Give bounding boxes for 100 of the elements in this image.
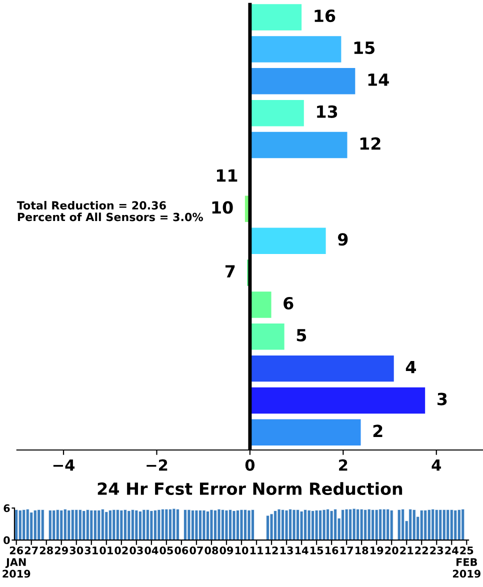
bar — [202, 510, 206, 540]
bar — [30, 512, 34, 540]
bar — [104, 512, 108, 540]
y-tick-label: 11 — [216, 169, 238, 182]
x-tick-label: 01 — [100, 546, 113, 554]
bar — [232, 510, 236, 540]
x-tick-label: −4 — [53, 459, 75, 471]
bar — [82, 510, 86, 540]
bar — [224, 510, 228, 540]
bar — [288, 508, 292, 540]
bar — [214, 510, 217, 540]
y-tick-label: 6 — [4, 504, 10, 512]
x-tick-label: 0 — [245, 459, 255, 471]
bar — [116, 509, 120, 540]
bar — [250, 292, 272, 318]
bar — [374, 509, 378, 540]
x-tick-label: 30 — [70, 546, 84, 554]
bar — [250, 4, 302, 30]
bar — [108, 510, 112, 540]
bar — [457, 509, 461, 540]
bar — [401, 508, 405, 540]
bar — [187, 509, 191, 540]
bar — [296, 509, 300, 540]
y-tick-label: 10 — [212, 201, 233, 214]
x-tick-label: 14 — [295, 546, 308, 554]
bar — [270, 514, 274, 540]
x-tick-label: 06 — [174, 546, 188, 554]
x-tick-label: 20 — [385, 546, 398, 554]
bar — [318, 510, 322, 540]
bar — [300, 511, 304, 540]
bar — [100, 508, 104, 540]
bar — [322, 509, 326, 540]
bar — [348, 508, 352, 540]
bar — [74, 509, 78, 540]
bar — [18, 510, 22, 540]
bar — [250, 419, 361, 446]
bar — [228, 509, 232, 540]
bar — [194, 510, 198, 540]
bar — [434, 509, 438, 540]
x-tick-label: 19 — [370, 546, 384, 554]
bar — [311, 510, 315, 540]
bar — [250, 324, 284, 350]
y-tick-label: 5 — [296, 329, 306, 342]
bar — [314, 510, 318, 540]
bar — [22, 509, 26, 540]
bar — [330, 510, 334, 540]
bar — [142, 509, 146, 540]
bar — [86, 509, 90, 540]
y-tick-label: 3 — [438, 392, 447, 406]
x-tick-label: 04 — [144, 546, 158, 554]
bar — [431, 508, 435, 540]
bar — [48, 510, 52, 540]
bar — [146, 509, 150, 540]
bar — [442, 509, 446, 540]
bar — [250, 355, 394, 382]
annotation: Percent of All Sensors = 3.0% — [18, 212, 203, 222]
annotation: Total Reduction = 20.36 — [16, 200, 166, 210]
bar — [120, 510, 124, 540]
bar — [382, 508, 386, 540]
bar — [250, 228, 326, 254]
bar — [198, 510, 202, 540]
x-tick-label: 29 — [54, 546, 68, 554]
x-tick-label: 21 — [400, 546, 414, 554]
bar — [250, 132, 348, 158]
bar — [250, 387, 426, 414]
bar — [412, 509, 416, 540]
y-tick-label: 9 — [338, 233, 348, 246]
bar — [364, 509, 368, 540]
bar — [420, 510, 424, 540]
bar — [352, 508, 356, 540]
bar — [90, 510, 94, 540]
bar — [56, 509, 60, 540]
bar — [341, 509, 345, 540]
bar — [250, 68, 356, 94]
bar — [304, 509, 307, 540]
bar — [360, 508, 364, 540]
bar — [450, 509, 454, 540]
x-tick-label: 2 — [339, 459, 348, 471]
x-tick-label: 22 — [415, 546, 428, 554]
x-tick-label: 17 — [340, 546, 353, 554]
x-tick-label: 24 — [445, 546, 458, 554]
bar — [210, 509, 214, 540]
bar — [206, 511, 210, 540]
bar — [191, 510, 194, 540]
bar — [127, 510, 131, 540]
bar — [160, 508, 164, 540]
x-tick-label: 27 — [24, 546, 38, 554]
x-tick-label: 4 — [432, 459, 442, 471]
bar — [164, 508, 168, 540]
bar — [277, 508, 281, 540]
x-tick-label: 13 — [280, 546, 293, 554]
bar — [334, 508, 338, 540]
bar — [251, 509, 254, 540]
bar — [250, 36, 342, 62]
bar — [78, 509, 82, 540]
bar — [250, 100, 304, 126]
bar — [138, 511, 142, 540]
bar — [386, 508, 390, 540]
bar — [157, 509, 161, 540]
y-tick-label: 12 — [360, 137, 380, 150]
